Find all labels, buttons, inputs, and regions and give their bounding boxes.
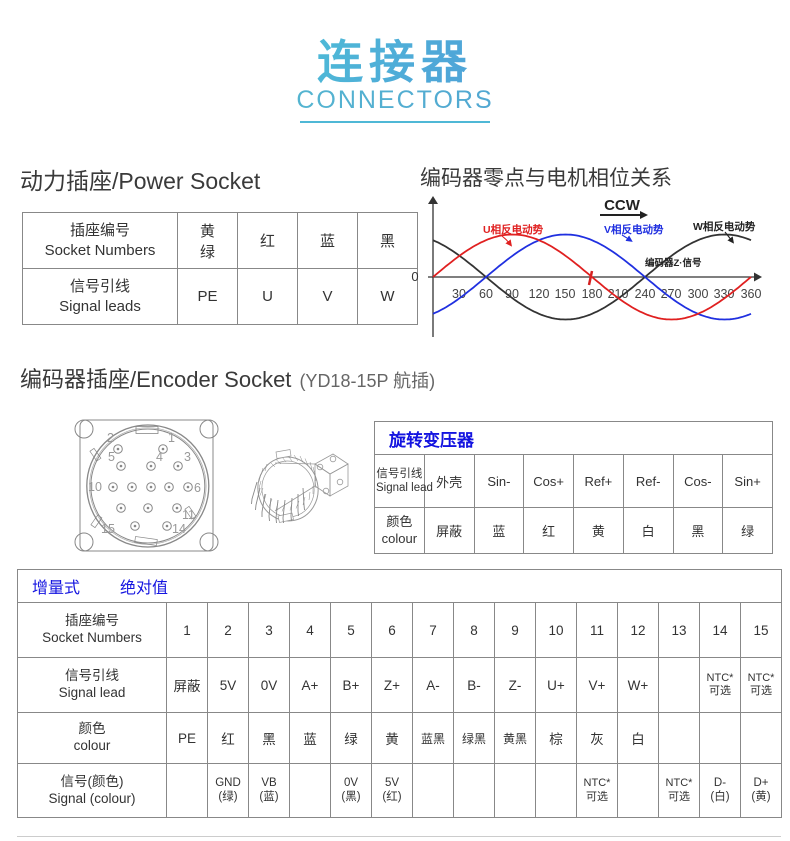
svg-text:6: 6 bbox=[194, 481, 201, 495]
svg-text:240: 240 bbox=[635, 287, 656, 301]
svg-text:360: 360 bbox=[741, 287, 762, 301]
svg-text:14: 14 bbox=[172, 522, 186, 536]
svg-text:120: 120 bbox=[529, 287, 550, 301]
svg-text:2: 2 bbox=[107, 431, 114, 445]
svg-text:V相反电动势: V相反电动势 bbox=[604, 223, 664, 236]
svg-text:5: 5 bbox=[108, 450, 115, 464]
svg-text:60: 60 bbox=[479, 287, 493, 301]
svg-text:15: 15 bbox=[101, 522, 115, 536]
svg-text:150: 150 bbox=[555, 287, 576, 301]
svg-text:10: 10 bbox=[88, 480, 102, 494]
svg-text:3: 3 bbox=[184, 450, 191, 464]
svg-text:编码器Z·信号: 编码器Z·信号 bbox=[645, 257, 702, 269]
svg-text:180: 180 bbox=[582, 287, 603, 301]
svg-text:4: 4 bbox=[156, 450, 163, 464]
svg-text:U相反电动势: U相反电动势 bbox=[483, 223, 544, 236]
svg-text:W相反电动势: W相反电动势 bbox=[693, 220, 756, 233]
svg-text:11: 11 bbox=[182, 508, 195, 522]
svg-text:300: 300 bbox=[688, 287, 709, 301]
svg-text:1: 1 bbox=[168, 431, 175, 445]
svg-text:0: 0 bbox=[411, 269, 418, 284]
svg-text:CCW: CCW bbox=[604, 197, 641, 214]
